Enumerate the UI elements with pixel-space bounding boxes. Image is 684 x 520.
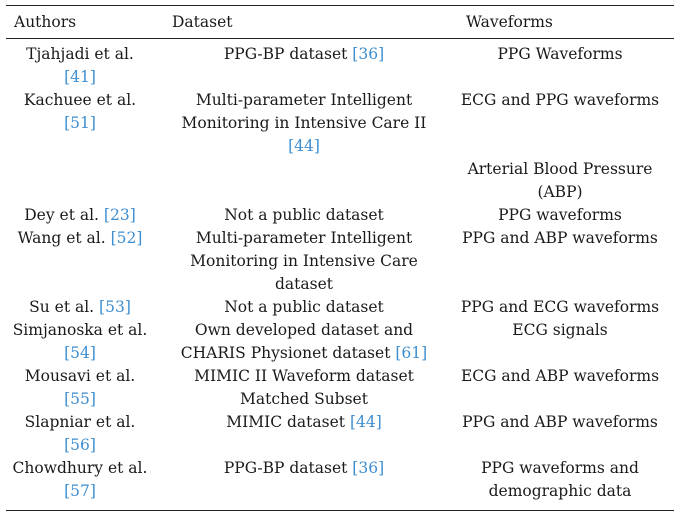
cell-line: Multi-parameter Intelligent [195,91,413,109]
cell-line: [54] [6,342,154,365]
citation-ref[interactable]: [44] [288,137,320,155]
cell-line: PPG and ABP waveforms [462,229,658,247]
cell-line: ECG and PPG waveforms [460,91,660,109]
cell-line: [51] [6,112,154,135]
header-waveforms: Waveforms [466,13,553,31]
citation-ref[interactable]: [23] [103,206,136,224]
cell-line: PPG Waveforms [497,45,623,63]
cell-dataset: Not a public dataset [164,204,444,227]
cell-dataset: Multi-parameter Intelligent Monitoring in… [164,89,444,158]
cell-line: [44] [164,135,444,158]
cell-line [446,135,674,158]
citation-ref[interactable]: [52] [110,229,143,247]
citation-ref[interactable]: [57] [64,482,96,500]
cell-line: Not a public dataset [224,206,384,224]
cell-line: PPG waveforms [498,206,622,224]
cell-authors: Wang et al. [52] [6,227,154,250]
citation-ref[interactable]: [44] [349,413,382,431]
cell-line: Tjahjadi et al. [26,45,134,63]
cell-waveforms: PPG and ABP waveforms [446,227,674,250]
cell-line: PPG waveforms and [481,459,639,477]
citation-ref[interactable]: [53] [99,298,131,316]
cell-authors: Mousavi et al. [55] [6,365,154,411]
cell-dataset: Multi-parameter Intelligent Monitoring in… [164,227,444,296]
cell-line: CHARIS Physionet dataset [61] [180,344,428,362]
citation-ref[interactable]: [51] [64,114,96,132]
cell-line: Su et al. [53] [29,298,131,316]
table-top-rule [6,5,674,6]
cell-dataset: PPG-BP dataset [36] [164,457,444,480]
cell-line: Simjanoska et al. [12,321,148,339]
citation-ref[interactable]: [36] [352,459,385,477]
cell-line: Arterial Blood Pressure [467,160,653,178]
cell-authors: Su et al. [53] [6,296,154,319]
cell-line: dataset [275,275,333,293]
cell-line: [56] [6,434,154,457]
cell-line: Slapniar et al. [24,413,136,431]
cell-dataset: Not a public dataset [164,296,444,319]
cell-waveforms: ECG and PPG waveforms Arterial Blood Pre… [446,89,674,204]
cell-line: Kachuee et al. [23,91,137,109]
cell-authors: Slapniar et al. [56] [6,411,154,457]
cell-line: [41] [6,66,154,89]
cell-line: ECG signals [512,321,608,339]
cell-authors: Kachuee et al. [51] [6,89,154,135]
citation-ref[interactable]: [41] [64,68,96,86]
cell-waveforms: ECG signals [446,319,674,342]
cell-line: Monitoring in Intensive Care [190,252,418,270]
cell-authors: Dey et al. [23] [6,204,154,227]
citation-ref[interactable]: [36] [352,45,385,63]
cell-waveforms: PPG Waveforms [446,43,674,66]
cell-waveforms: PPG and ABP waveforms [446,411,674,434]
cell-line: Wang et al. [52] [17,229,143,247]
citation-ref[interactable]: [54] [64,344,96,362]
cell-line: PPG and ECG waveforms [460,298,660,316]
cell-line: ECG and ABP waveforms [460,367,660,385]
cell-line: Chowdhury et al. [12,459,148,477]
cell-waveforms: PPG waveforms and demographic data [446,457,674,503]
cell-line: Mousavi et al. [24,367,136,385]
table-header-rule [6,38,674,39]
cell-line [446,112,674,135]
cell-dataset: PPG-BP dataset [36] [164,43,444,66]
cell-line: (ABP) [537,183,583,201]
cell-line: Multi-parameter Intelligent [195,229,413,247]
cell-dataset: MIMIC dataset [44] [164,411,444,434]
cell-line: Dey et al. [23] [24,206,136,224]
cell-line: PPG-BP dataset [36] [223,459,385,477]
table-bottom-rule [6,510,674,511]
cell-line: demographic data [488,482,632,500]
cell-authors: Tjahjadi et al. [41] [6,43,154,89]
cell-line: PPG and ABP waveforms [462,413,658,431]
cell-line: MIMIC dataset [44] [226,413,382,431]
cell-line: Monitoring in Intensive Care II [181,114,427,132]
citation-ref[interactable]: [56] [64,436,96,454]
cell-line: Own developed dataset and [194,321,414,339]
citation-ref[interactable]: [61] [395,344,428,362]
cell-line: Matched Subset [240,390,368,408]
cell-line: [57] [6,480,154,503]
cell-waveforms: PPG and ECG waveforms [446,296,674,319]
cell-authors: Simjanoska et al. [54] [6,319,154,365]
cell-line: PPG-BP dataset [36] [223,45,385,63]
cell-line: MIMIC II Waveform dataset [194,367,414,385]
citation-ref[interactable]: [55] [64,390,96,408]
cell-waveforms: ECG and ABP waveforms [446,365,674,388]
cell-waveforms: PPG waveforms [446,204,674,227]
cell-dataset: Own developed dataset and CHARIS Physione… [164,319,444,365]
cell-line: Not a public dataset [224,298,384,316]
cell-dataset: MIMIC II Waveform dataset Matched Subset [164,365,444,411]
cell-line: [55] [6,388,154,411]
header-authors: Authors [14,13,77,31]
cell-authors: Chowdhury et al. [57] [6,457,154,503]
header-dataset: Dataset [172,13,233,31]
